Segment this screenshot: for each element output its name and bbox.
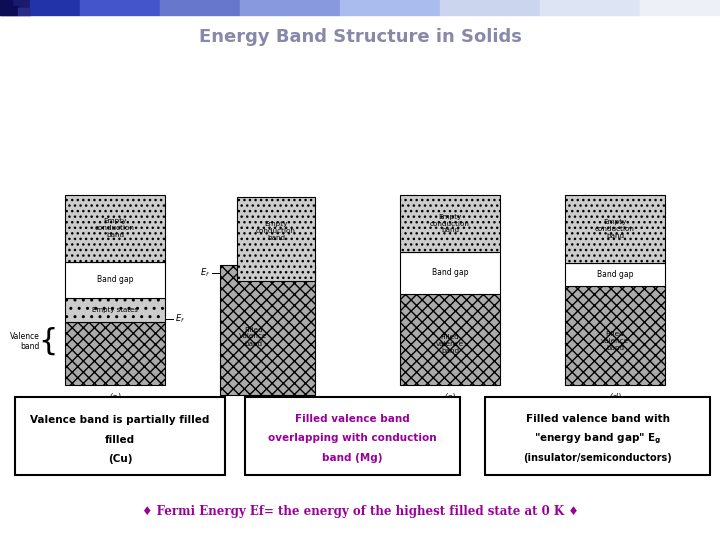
Bar [0, 6, 18, 15]
Text: $E_f$: $E_f$ [200, 267, 210, 279]
Text: Filled
valence
band: Filled valence band [601, 330, 629, 350]
Bar [440, 0, 540, 15]
Text: {: { [39, 327, 58, 356]
Bar [65, 261, 165, 298]
Text: (a): (a) [108, 392, 122, 402]
Text: Energy Band Structure in Solids: Energy Band Structure in Solids [199, 28, 521, 46]
Bar [240, 0, 340, 15]
Bar [18, 8, 30, 15]
Text: Empty
conduction
band: Empty conduction band [256, 221, 296, 241]
Text: overlapping with conduction: overlapping with conduction [268, 433, 437, 443]
Bar [400, 294, 500, 385]
Text: Band gap: Band gap [432, 268, 468, 278]
Text: Empty
conduction
band: Empty conduction band [430, 213, 470, 233]
Text: Band gap: Band gap [597, 271, 634, 279]
Text: $E_f$: $E_f$ [175, 312, 185, 325]
Bar [245, 397, 460, 475]
Text: "energy band gap" $\mathbf{E_g}$: "energy band gap" $\mathbf{E_g}$ [534, 431, 661, 445]
Text: Filled
Valence
band: Filled Valence band [239, 327, 267, 347]
Bar [65, 195, 165, 261]
Bar [540, 0, 640, 15]
Bar [485, 397, 710, 475]
Bar [237, 197, 315, 281]
Text: (c): (c) [444, 392, 456, 402]
Bar [15, 397, 225, 475]
Bar [160, 0, 240, 15]
Text: filled: filled [105, 435, 135, 445]
Bar [400, 252, 500, 294]
Text: (insulator/semiconductors): (insulator/semiconductors) [523, 453, 672, 463]
Bar [80, 0, 160, 15]
Bar [340, 0, 440, 15]
Text: Empty
conduction
band: Empty conduction band [95, 218, 135, 238]
Bar [65, 322, 165, 385]
Text: Empty states: Empty states [92, 307, 138, 313]
Text: ♦ Fermi Energy Ef= the energy of the highest filled state at 0 K ♦: ♦ Fermi Energy Ef= the energy of the hig… [142, 505, 578, 518]
Text: (d): (d) [608, 392, 622, 402]
Text: Valence
band: Valence band [10, 332, 40, 351]
Text: Filled valence band with: Filled valence band with [526, 414, 670, 424]
Bar [220, 265, 315, 395]
Bar [400, 195, 500, 252]
Bar [565, 264, 665, 286]
Text: Valence band is partially filled: Valence band is partially filled [30, 415, 210, 426]
Text: Filled valence band: Filled valence band [295, 414, 410, 424]
Text: Band gap: Band gap [96, 275, 133, 284]
Bar [640, 0, 720, 15]
Bar [0, 0, 12, 6]
Bar [0, 0, 30, 15]
Bar [565, 286, 665, 385]
Bar [65, 298, 165, 322]
Text: Filled
valence
band: Filled valence band [436, 334, 464, 354]
Text: Empty
conduction
band: Empty conduction band [595, 219, 635, 239]
Text: (b): (b) [261, 402, 274, 412]
Text: (Cu): (Cu) [108, 454, 132, 464]
Text: band (Mg): band (Mg) [323, 453, 383, 463]
Bar [565, 195, 665, 264]
Bar [30, 0, 80, 15]
